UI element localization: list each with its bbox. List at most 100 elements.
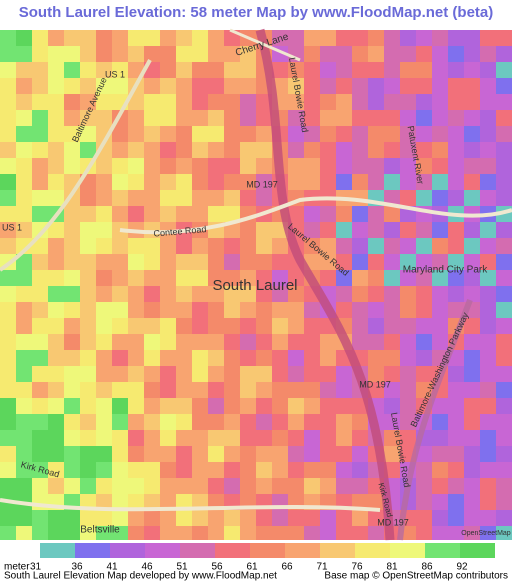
map-cell bbox=[416, 382, 432, 398]
map-cell bbox=[48, 398, 64, 414]
map-cell bbox=[448, 382, 464, 398]
legend-swatch bbox=[40, 543, 75, 558]
map-cell bbox=[192, 110, 208, 126]
map-label: South Laurel bbox=[212, 277, 297, 294]
map-cell bbox=[144, 158, 160, 174]
map-cell bbox=[160, 350, 176, 366]
map-cell bbox=[352, 30, 368, 46]
map-cell bbox=[272, 270, 288, 286]
map-cell bbox=[336, 270, 352, 286]
map-cell bbox=[144, 30, 160, 46]
map-cell bbox=[256, 318, 272, 334]
map-cell bbox=[224, 238, 240, 254]
map-cell bbox=[208, 62, 224, 78]
map-cell bbox=[160, 334, 176, 350]
map-cell bbox=[64, 334, 80, 350]
map-cell bbox=[480, 302, 496, 318]
map-cell bbox=[32, 334, 48, 350]
map-cell bbox=[256, 94, 272, 110]
map-cell bbox=[0, 46, 16, 62]
map-cell bbox=[64, 350, 80, 366]
map-cell bbox=[160, 110, 176, 126]
map-cell bbox=[400, 350, 416, 366]
map-cell bbox=[288, 30, 304, 46]
map-cell bbox=[320, 446, 336, 462]
map-cell bbox=[224, 414, 240, 430]
map-cell bbox=[64, 318, 80, 334]
map-cell bbox=[448, 398, 464, 414]
map-cell bbox=[128, 286, 144, 302]
map-cell bbox=[352, 158, 368, 174]
map-cell bbox=[176, 46, 192, 62]
map-cell bbox=[448, 510, 464, 526]
map-cell bbox=[416, 190, 432, 206]
map-cell bbox=[464, 494, 480, 510]
map-cell bbox=[144, 302, 160, 318]
map-cell bbox=[272, 62, 288, 78]
map-cell bbox=[464, 270, 480, 286]
map-cell bbox=[336, 414, 352, 430]
map-cell bbox=[48, 318, 64, 334]
map-cell bbox=[384, 382, 400, 398]
map-cell bbox=[368, 174, 384, 190]
map-cell bbox=[16, 190, 32, 206]
map-cell bbox=[464, 382, 480, 398]
map-cell bbox=[464, 158, 480, 174]
map-cell bbox=[384, 30, 400, 46]
map-cell bbox=[496, 430, 512, 446]
map-cell bbox=[112, 430, 128, 446]
map-cell bbox=[208, 414, 224, 430]
map-cell bbox=[144, 510, 160, 526]
map-cell bbox=[16, 286, 32, 302]
map-cell bbox=[128, 142, 144, 158]
map-cell bbox=[288, 366, 304, 382]
map-cell bbox=[112, 414, 128, 430]
map-cell bbox=[432, 462, 448, 478]
map-cell bbox=[432, 478, 448, 494]
map-cell bbox=[432, 318, 448, 334]
map-cell bbox=[160, 462, 176, 478]
map-cell bbox=[416, 366, 432, 382]
map-cell bbox=[208, 94, 224, 110]
map-cell bbox=[224, 46, 240, 62]
map-cell bbox=[256, 110, 272, 126]
map-cell bbox=[32, 430, 48, 446]
map-cell bbox=[32, 270, 48, 286]
map-cell bbox=[448, 158, 464, 174]
map-cell bbox=[448, 254, 464, 270]
map-cell bbox=[352, 142, 368, 158]
map-cell bbox=[160, 206, 176, 222]
map-cell bbox=[0, 318, 16, 334]
map-cell bbox=[336, 158, 352, 174]
map-cell bbox=[48, 254, 64, 270]
map-cell bbox=[304, 318, 320, 334]
map-cell bbox=[448, 46, 464, 62]
map-cell bbox=[336, 398, 352, 414]
map-cell bbox=[160, 446, 176, 462]
legend-swatch bbox=[75, 543, 110, 558]
map-cell bbox=[416, 302, 432, 318]
map-cell bbox=[464, 30, 480, 46]
map-cell bbox=[80, 78, 96, 94]
map-cell bbox=[432, 286, 448, 302]
map-cell bbox=[112, 62, 128, 78]
map-cell bbox=[176, 526, 192, 540]
map-cell bbox=[16, 510, 32, 526]
map-cell bbox=[48, 78, 64, 94]
map-cell bbox=[64, 382, 80, 398]
map-cell bbox=[16, 174, 32, 190]
map-cell bbox=[464, 62, 480, 78]
map-cell bbox=[64, 414, 80, 430]
map-cell bbox=[16, 270, 32, 286]
map-cell bbox=[288, 510, 304, 526]
map-cell bbox=[400, 318, 416, 334]
map-cell bbox=[128, 414, 144, 430]
map-cell bbox=[208, 126, 224, 142]
map-cell bbox=[208, 174, 224, 190]
map-cell bbox=[272, 382, 288, 398]
map-cell bbox=[64, 126, 80, 142]
map-cell bbox=[160, 46, 176, 62]
map-cell bbox=[480, 110, 496, 126]
map-cell bbox=[32, 126, 48, 142]
map-cell bbox=[0, 158, 16, 174]
